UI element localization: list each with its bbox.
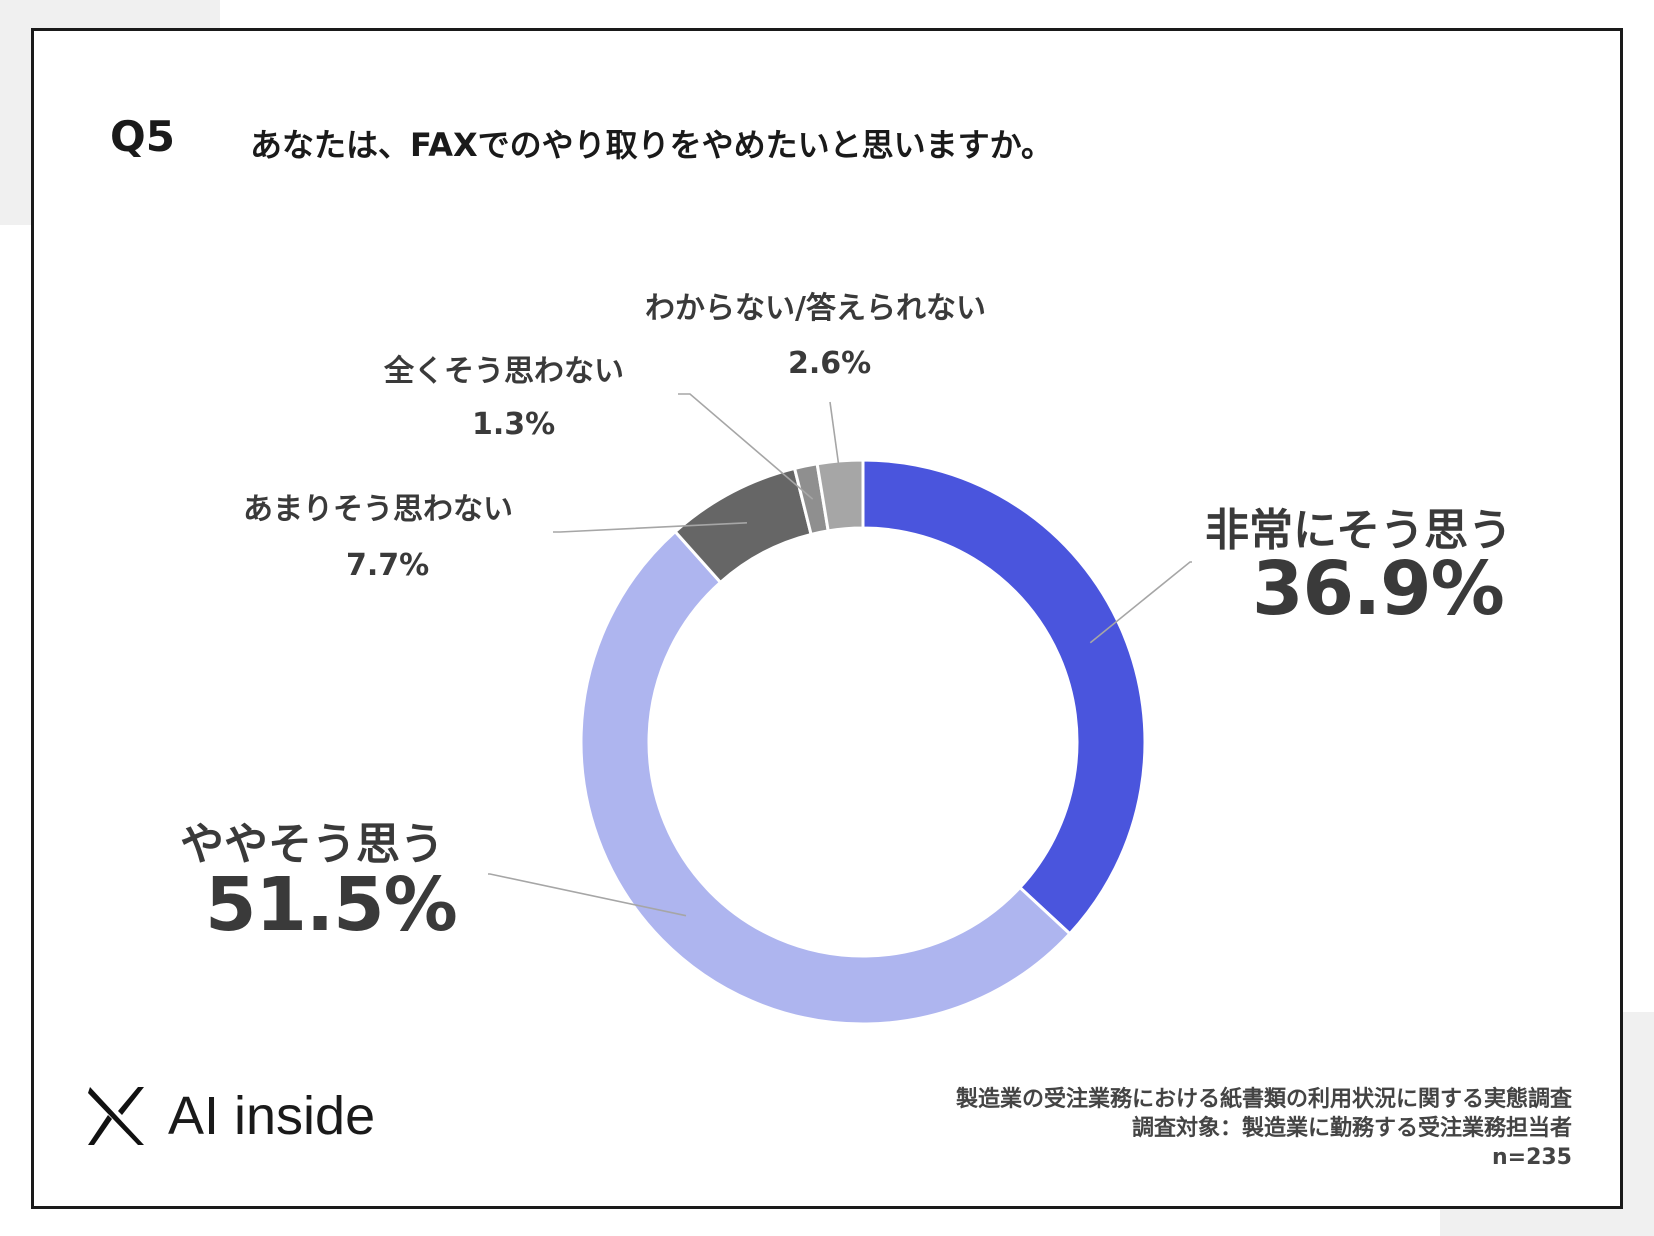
label-category-somewhat-agree: ややそう思う	[180, 819, 444, 870]
label-category-somewhat-disagree: あまりそう思わない	[243, 492, 513, 527]
question-text: あなたは、FAXでのやり取りをやめたいと思いますか。	[250, 126, 1053, 164]
survey-target: 調査対象：製造業に勤務する受注業務担当者	[1131, 1116, 1572, 1141]
slice-dont-know	[815, 458, 865, 533]
x-logo-icon	[88, 1087, 144, 1145]
survey-footnote: 製造業の受注業務における紙書類の利用状況に関する実態調査 調査対象：製造業に勤務…	[956, 1085, 1572, 1172]
logo-text: AI inside	[168, 1086, 376, 1146]
label-value-strongly-disagree: 1.3%	[472, 407, 556, 442]
leader-line-very-agree	[1089, 561, 1192, 644]
label-value-somewhat-disagree: 7.7%	[346, 548, 430, 583]
question-number: Q5	[110, 112, 175, 161]
label-category-dont-know: わからない/答えられない	[645, 291, 986, 326]
leader-line-somewhat-agree	[488, 873, 687, 917]
sample-size: n=235	[1491, 1145, 1572, 1170]
slice-somewhat-agree	[579, 529, 1072, 1026]
leader-line-dont-know	[829, 401, 844, 495]
label-category-very-agree: 非常にそう思う	[1205, 505, 1513, 556]
label-value-dont-know: 2.6%	[788, 346, 872, 381]
survey-title: 製造業の受注業務における紙書類の利用状況に関する実態調査	[955, 1087, 1572, 1112]
leader-line-strongly-disagree	[678, 393, 814, 500]
label-value-very-agree: 36.9%	[1252, 546, 1505, 632]
slice-very-agree	[861, 458, 1147, 936]
leader-line-somewhat-disagree	[553, 522, 747, 533]
ai-inside-logo: AI inside	[86, 1085, 375, 1147]
label-category-strongly-disagree: 全くそう思わない	[384, 354, 624, 389]
label-value-somewhat-agree: 51.5%	[205, 862, 458, 948]
